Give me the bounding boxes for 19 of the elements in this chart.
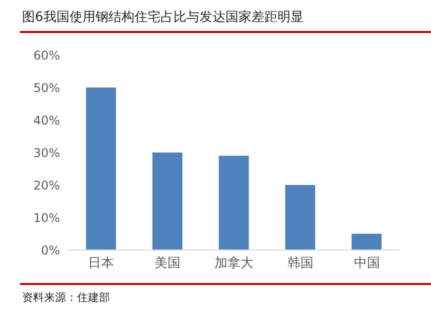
bar xyxy=(352,234,382,250)
bar xyxy=(218,156,249,250)
bar xyxy=(285,185,316,250)
bar xyxy=(152,152,182,250)
y-tick-label: 0% xyxy=(40,243,60,258)
x-tick-label: 美国 xyxy=(154,255,181,272)
y-tick-label: 30% xyxy=(33,146,60,160)
x-tick-label: 中国 xyxy=(354,256,380,272)
y-tick-label: 60% xyxy=(33,48,60,62)
y-tick-label: 40% xyxy=(33,113,60,128)
text: 资料来源：住建部 xyxy=(22,290,110,305)
bar xyxy=(86,88,116,250)
x-tick-label: 加拿大 xyxy=(214,256,254,272)
chart-title: 图6我国使用钢结构住宅占比与发达国家差距明显 xyxy=(22,9,304,26)
x-tick-label: 韩国 xyxy=(287,256,314,272)
y-tick-label: 50% xyxy=(33,80,60,95)
y-tick-label: 10% xyxy=(33,210,60,225)
x-tick-label: 日本 xyxy=(88,256,114,272)
y-tick-label: 20% xyxy=(33,178,60,192)
